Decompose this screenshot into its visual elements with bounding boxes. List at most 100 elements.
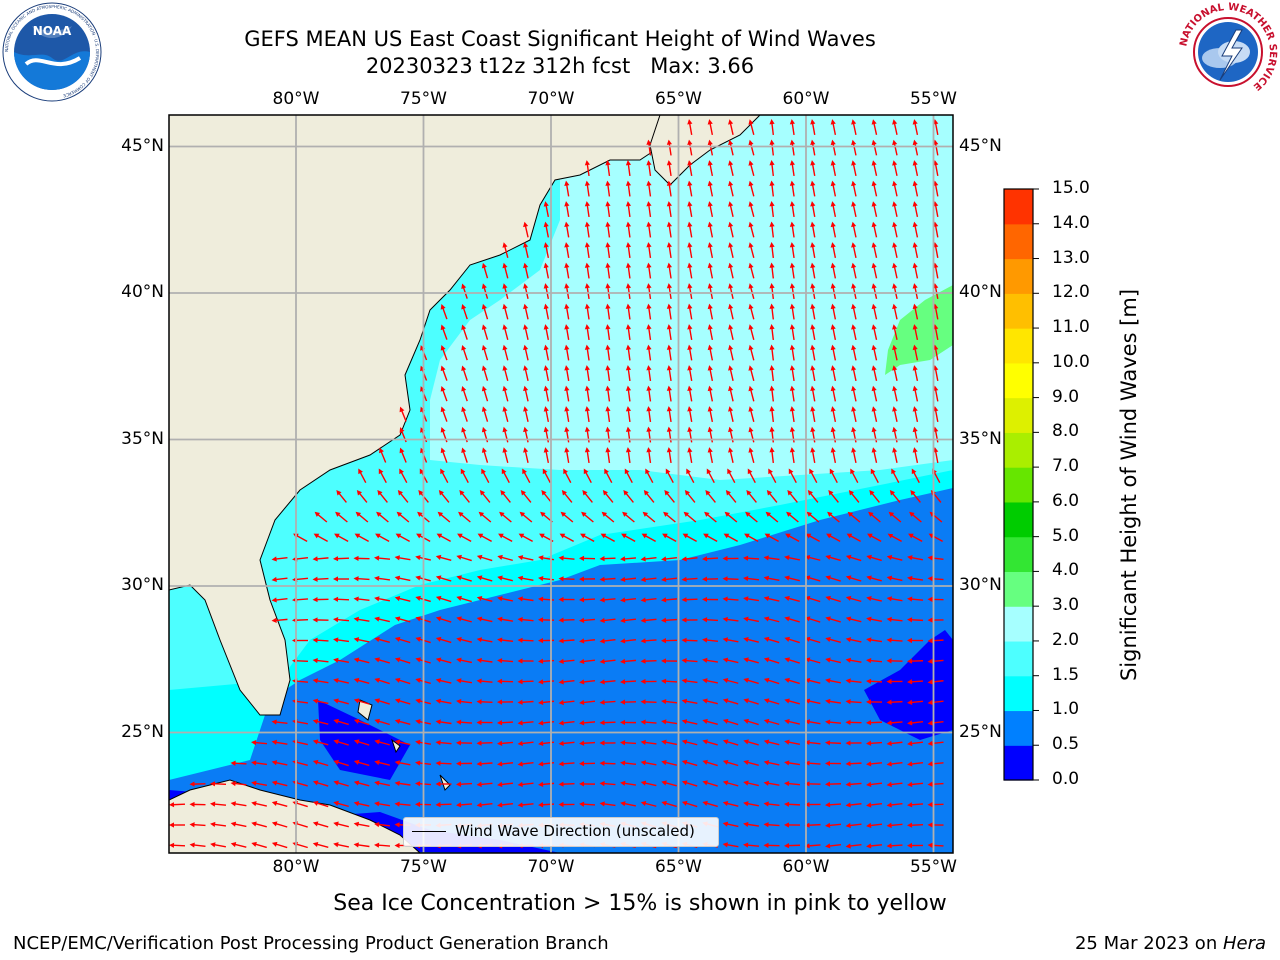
wave-direction-arrow bbox=[476, 595, 493, 602]
wave-direction-arrow bbox=[851, 406, 857, 422]
wave-direction-arrow bbox=[584, 303, 590, 320]
wave-direction-arrow bbox=[866, 616, 883, 623]
wave-direction-arrow bbox=[748, 160, 755, 176]
wave-direction-arrow bbox=[728, 385, 734, 402]
colorbar-tick-label: 5.0 bbox=[1052, 525, 1080, 546]
wave-direction-arrow bbox=[912, 324, 919, 340]
wave-direction-arrow bbox=[497, 616, 514, 622]
wave-direction-arrow bbox=[810, 201, 816, 218]
wave-direction-arrow bbox=[871, 385, 878, 402]
wave-direction-arrow bbox=[847, 511, 861, 523]
wave-direction-arrow bbox=[353, 576, 370, 582]
wave-direction-arrow bbox=[687, 119, 693, 136]
wave-direction-arrow bbox=[498, 533, 513, 542]
wave-direction-arrow bbox=[806, 511, 820, 523]
wave-direction-arrow bbox=[871, 242, 878, 258]
footer-machine: Hera bbox=[1222, 933, 1266, 954]
wave-direction-arrow bbox=[502, 324, 509, 340]
wave-direction-arrow bbox=[543, 406, 550, 423]
wave-direction-arrow bbox=[707, 180, 714, 197]
wave-direction-arrow bbox=[353, 555, 370, 562]
wave-direction-arrow bbox=[743, 596, 760, 602]
wave-direction-arrow bbox=[500, 490, 511, 503]
wave-direction-arrow bbox=[481, 447, 489, 463]
wave-direction-arrow bbox=[312, 576, 329, 582]
wave-direction-arrow bbox=[681, 617, 698, 623]
wave-direction-arrow bbox=[728, 344, 734, 361]
wave-direction-arrow bbox=[764, 533, 779, 542]
wave-direction-arrow bbox=[851, 385, 857, 402]
wave-direction-arrow bbox=[374, 575, 391, 582]
wave-direction-arrow bbox=[600, 533, 615, 542]
wave-direction-arrow bbox=[707, 119, 714, 136]
wave-direction-arrow bbox=[825, 554, 841, 562]
wave-direction-arrow bbox=[830, 242, 837, 259]
wave-direction-arrow bbox=[661, 556, 678, 562]
wave-direction-arrow bbox=[517, 596, 534, 602]
wave-direction-arrow bbox=[907, 575, 924, 581]
wave-direction-arrow bbox=[481, 468, 490, 484]
wave-direction-arrow bbox=[666, 385, 672, 402]
wave-direction-arrow bbox=[661, 617, 678, 623]
wave-direction-arrow bbox=[769, 201, 775, 218]
wave-direction-arrow bbox=[620, 597, 637, 603]
wave-direction-arrow bbox=[830, 119, 837, 136]
wave-direction-arrow bbox=[396, 511, 410, 523]
wave-direction-arrow bbox=[789, 160, 795, 177]
wave-direction-arrow bbox=[564, 303, 570, 320]
chart-subtitle: 20230323 t12z 312h fcst Max: 3.66 bbox=[365, 54, 755, 78]
wave-direction-arrow bbox=[687, 447, 693, 464]
wave-direction-arrow bbox=[599, 597, 616, 603]
wave-direction-arrow bbox=[399, 406, 407, 422]
wave-direction-arrow bbox=[397, 490, 409, 503]
wave-direction-arrow bbox=[456, 554, 472, 562]
wave-direction-arrow bbox=[560, 511, 574, 523]
wave-direction-arrow bbox=[640, 556, 657, 562]
wave-direction-arrow bbox=[707, 221, 714, 238]
wave-direction-arrow bbox=[707, 160, 714, 177]
wave-direction-arrow bbox=[440, 345, 448, 361]
wave-direction-arrow bbox=[581, 511, 594, 523]
wave-direction-arrow bbox=[769, 385, 775, 402]
wave-direction-arrow bbox=[787, 490, 798, 503]
colorbar-tick-label: 7.0 bbox=[1052, 456, 1080, 477]
wave-direction-arrow bbox=[728, 324, 734, 340]
wave-direction-arrow bbox=[703, 533, 718, 542]
wave-direction-arrow bbox=[584, 201, 590, 218]
wave-direction-arrow bbox=[312, 617, 329, 623]
wave-direction-arrow bbox=[353, 596, 370, 602]
wave-direction-arrow bbox=[933, 139, 939, 156]
wave-direction-arrow bbox=[912, 160, 919, 176]
wave-direction-arrow bbox=[907, 596, 924, 602]
wave-direction-arrow bbox=[743, 575, 760, 582]
wave-direction-arrow bbox=[702, 556, 719, 562]
colorbar-band bbox=[1004, 362, 1033, 399]
wave-direction-arrow bbox=[727, 468, 736, 484]
wave-direction-arrow bbox=[624, 468, 633, 484]
wave-direction-arrow bbox=[789, 180, 795, 197]
colorbar-tick-label: 10.0 bbox=[1052, 351, 1090, 372]
wave-direction-arrow bbox=[769, 242, 775, 259]
wave-direction-arrow bbox=[871, 447, 878, 463]
colorbar-tick-label: 12.0 bbox=[1052, 282, 1090, 303]
wave-direction-arrow bbox=[435, 616, 452, 623]
wave-direction-arrow bbox=[640, 576, 657, 583]
wave-direction-arrow bbox=[666, 303, 672, 320]
wave-direction-arrow bbox=[497, 575, 513, 582]
wave-direction-arrow bbox=[481, 324, 489, 340]
wave-direction-arrow bbox=[912, 242, 919, 258]
wave-direction-arrow bbox=[830, 324, 837, 341]
footer-date: 25 Mar 2023 on Hera bbox=[1075, 933, 1266, 954]
wave-direction-arrow bbox=[415, 595, 431, 603]
wave-direction-arrow bbox=[789, 385, 795, 402]
wave-direction-arrow bbox=[745, 511, 758, 523]
wave-direction-arrow bbox=[497, 596, 513, 602]
wave-direction-arrow bbox=[499, 511, 512, 523]
wave-direction-arrow bbox=[784, 575, 800, 582]
wave-direction-arrow bbox=[314, 511, 328, 523]
wave-direction-arrow bbox=[481, 385, 489, 402]
wave-direction-arrow bbox=[892, 447, 898, 463]
wave-direction-arrow bbox=[481, 344, 489, 361]
wave-direction-arrow bbox=[933, 447, 939, 464]
wave-direction-arrow bbox=[892, 324, 898, 340]
